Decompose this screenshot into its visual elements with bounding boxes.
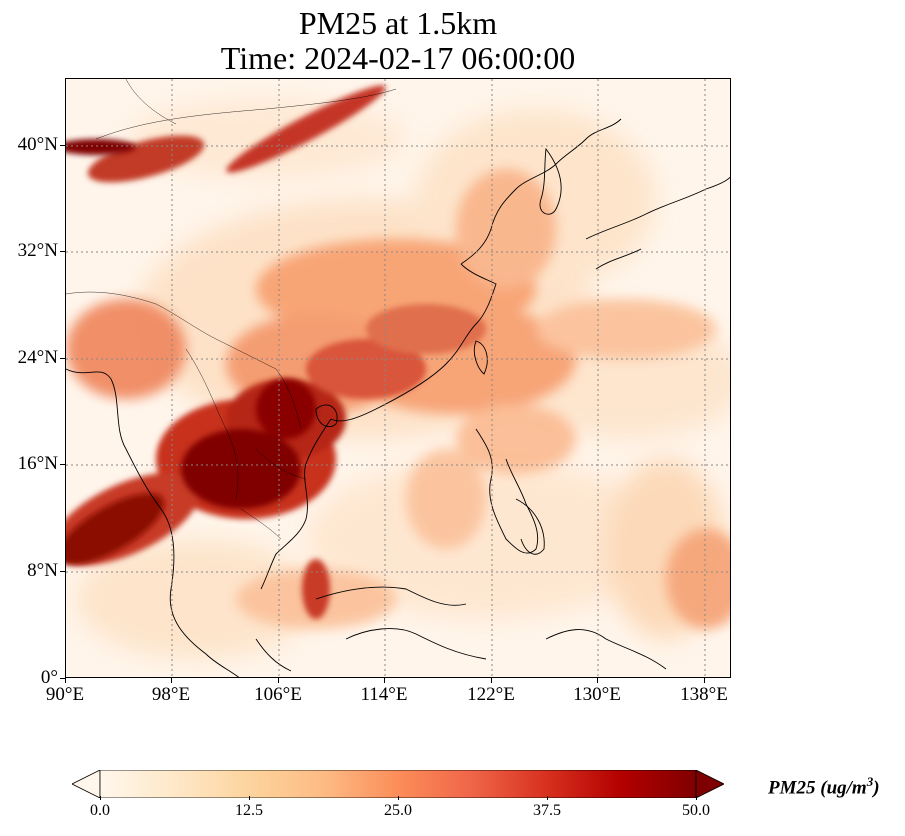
graticule [66, 79, 730, 677]
cb-tickmark [100, 796, 101, 800]
cb-tickmark [696, 796, 697, 800]
lon-tickmark [384, 678, 385, 683]
map-panel [65, 78, 731, 678]
lon-tick-106e: 106°E [254, 684, 302, 705]
map-title: PM25 at 1.5km [298, 5, 498, 41]
colorbar-extend-min [72, 770, 101, 798]
cb-tickmark [398, 796, 399, 800]
colorbar-label-end: ) [873, 777, 880, 799]
lat-tick-32n: 32°N [17, 240, 58, 261]
lat-tick-24n: 24°N [17, 347, 58, 368]
pm25-very-high-field [66, 139, 316, 565]
lon-tick-122e: 122°E [467, 684, 515, 705]
lon-tickmark [704, 678, 705, 683]
lat-tick-8n: 8°N [27, 560, 58, 581]
colorbar-label-superscript: 3 [866, 774, 874, 789]
lat-tickmark [60, 251, 65, 252]
lon-tickmark [171, 678, 172, 683]
colorbar-extend-max [695, 770, 724, 798]
colorbar-label: PM25 (ug/m3) [768, 774, 880, 799]
lat-tickmark [60, 145, 65, 146]
colorbar-gradient [99, 770, 697, 798]
lat-tickmark [60, 678, 65, 679]
lon-tickmark [278, 678, 279, 683]
lat-tickmark [60, 571, 65, 572]
lat-tickmark [60, 358, 65, 359]
cb-tickmark [249, 796, 250, 800]
lon-tick-138e: 138°E [680, 684, 728, 705]
colorbar-tick-12-5: 12.5 [235, 802, 263, 819]
lon-tick-98e: 98°E [151, 684, 191, 705]
colorbar-tick-37-5: 37.5 [533, 802, 561, 819]
lon-tickmark [597, 678, 598, 683]
colorbar-tick-25: 25.0 [384, 802, 412, 819]
lat-tick-40n: 40°N [17, 134, 58, 155]
lat-tick-16n: 16°N [17, 453, 58, 474]
country-borders [66, 79, 397, 540]
colorbar-label-main: PM25 (ug/m [768, 777, 867, 799]
coastlines [66, 118, 730, 677]
colorbar [72, 770, 724, 798]
colorbar-tick-0: 0.0 [90, 802, 110, 819]
lon-tick-90e: 90°E [45, 684, 85, 705]
lat-tickmark [60, 464, 65, 465]
lon-tick-114e: 114°E [360, 684, 408, 705]
lon-tickmark [491, 678, 492, 683]
lat-tick-0: 0° [40, 667, 58, 688]
colorbar-tick-50: 50.0 [682, 802, 710, 819]
pm25-field-map [66, 79, 730, 677]
cb-tickmark [547, 796, 548, 800]
lon-tick-130e: 130°E [573, 684, 621, 705]
map-subtitle-time: Time: 2024-02-17 06:00:00 [220, 40, 576, 76]
lon-tickmark [65, 678, 66, 683]
